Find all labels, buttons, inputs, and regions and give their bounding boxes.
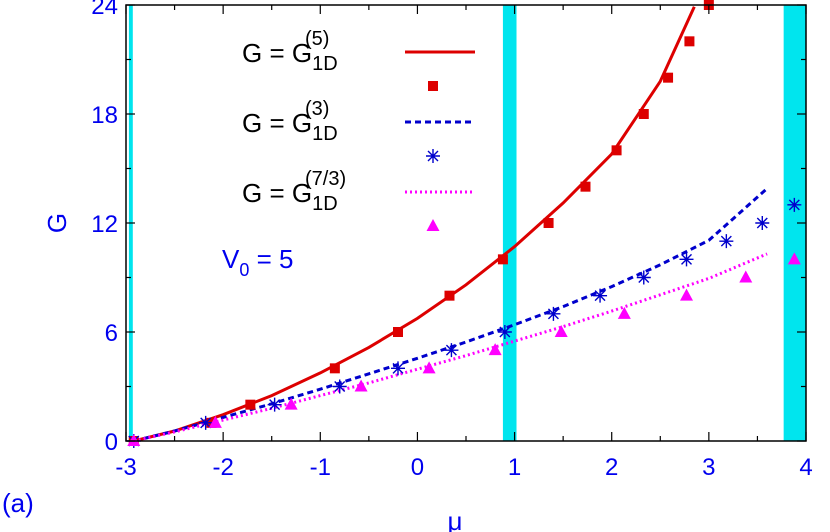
series-0-point	[663, 72, 674, 83]
x-tick-label: -2	[212, 454, 233, 481]
legend-label-0: G = G1D	[242, 38, 338, 75]
series-0-point	[329, 363, 340, 374]
annotation-sub: 0	[239, 260, 249, 280]
series-2-point	[284, 397, 298, 410]
series-2-point	[488, 343, 502, 356]
y-tick-label: 12	[91, 211, 118, 238]
series-1-point	[755, 216, 770, 230]
series-0-point	[684, 36, 695, 47]
highlight-band-1	[502, 5, 517, 441]
y-tick-label: 6	[105, 320, 118, 347]
series-1-point	[636, 270, 651, 285]
series-line-1	[133, 187, 769, 441]
x-axis-label: μ	[448, 506, 463, 532]
series-1-point	[391, 361, 405, 376]
series-1-point	[546, 306, 561, 321]
legend-marker-0	[428, 81, 438, 91]
x-tick-label: -1	[310, 454, 331, 481]
series-2-point	[127, 434, 141, 446]
x-tick-label: 3	[702, 454, 715, 481]
series-2-point	[787, 252, 801, 265]
series-2-point	[617, 306, 631, 319]
series-1-point	[719, 234, 734, 249]
panel-label: (a)	[2, 488, 34, 518]
legend-label-1: G = G1D	[242, 108, 338, 145]
series-1-point	[267, 397, 282, 412]
y-tick-label: 0	[105, 429, 118, 456]
series-0-point	[393, 327, 403, 337]
legend-sub: 1D	[312, 123, 338, 145]
series-0-point	[444, 290, 455, 301]
series-1-point	[679, 252, 694, 267]
legend-sup-0: (5)	[305, 28, 329, 50]
series-2-point	[739, 270, 753, 283]
series-2-point	[680, 288, 694, 301]
series-2-point	[208, 415, 222, 428]
x-tick-label: 4	[799, 454, 812, 481]
legend-lhs: G = G	[242, 38, 312, 68]
y-tick-label: 24	[91, 0, 118, 20]
x-tick-label: -3	[115, 454, 136, 481]
series-2-point	[422, 361, 436, 374]
series-0-point	[580, 181, 591, 192]
series-1-point	[593, 288, 608, 303]
y-tick-label: 18	[91, 102, 118, 129]
series-1-point	[198, 415, 213, 430]
legend-label-2: G = G1D	[242, 178, 338, 215]
annotation-main: V	[222, 244, 240, 274]
legend-marker-2	[426, 219, 440, 231]
legend-marker-1	[426, 149, 440, 163]
axis-ticks	[125, 4, 807, 442]
series-1-point	[787, 197, 802, 212]
legend-sup-2: (7/3)	[305, 168, 346, 190]
legend: G = G1D(5)G = G1D(3)G = G1D(7/3)	[242, 28, 475, 231]
series-0-point	[638, 109, 649, 119]
annotation-rest: = 5	[249, 244, 293, 274]
y-axis-label: G	[42, 213, 72, 233]
series-1-point	[332, 379, 347, 394]
legend-sup-1: (3)	[305, 98, 329, 120]
series-0-point	[611, 145, 622, 156]
legend-lhs: G = G	[242, 178, 312, 208]
x-tick-label: 1	[508, 454, 521, 481]
legend-lhs: G = G	[242, 108, 312, 138]
series-line-2	[133, 252, 768, 441]
series-0-point	[497, 254, 508, 265]
legend-sub: 1D	[312, 53, 338, 75]
potential-annotation: V0 = 5	[222, 244, 293, 280]
series-2-point	[554, 325, 568, 337]
series-2-point	[354, 379, 368, 392]
legend-sub: 1D	[312, 193, 338, 215]
series-0-point	[245, 399, 256, 410]
series-1-point	[497, 325, 512, 339]
series-1-point	[444, 343, 459, 358]
series-0-point	[543, 218, 554, 228]
x-tick-label: 0	[411, 454, 424, 481]
x-tick-label: 2	[605, 454, 618, 481]
